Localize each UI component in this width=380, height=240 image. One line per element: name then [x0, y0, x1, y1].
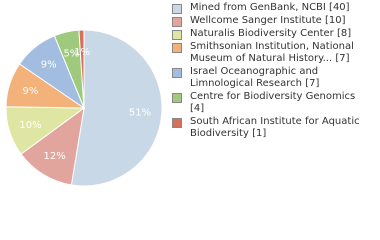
legend-swatch — [172, 118, 182, 128]
chart: 51% 12% 10% 9% 9% 5%1% — [5, 29, 163, 187]
legend-label: Centre for Biodiversity Genomics [4] — [190, 91, 356, 114]
legend-swatch — [172, 43, 182, 53]
legend-item: Centre for Biodiversity Genomics [4] — [172, 91, 372, 115]
legend-label: Israel Oceanographic and Limnological Re… — [190, 66, 320, 89]
legend-label: South African Institute for Aquatic Biod… — [190, 116, 360, 139]
legend-label: Mined from GenBank, NCBI [40] — [190, 2, 350, 13]
legend-label: Wellcome Sanger Institute [10] — [190, 15, 346, 26]
legend-item: Israel Oceanographic and Limnological Re… — [172, 66, 372, 90]
legend-swatch — [172, 68, 182, 78]
legend-item: Smithsonian Institution, National Museum… — [172, 41, 372, 65]
legend-label: Naturalis Biodiversity Center [8] — [190, 28, 352, 39]
slice-label: 51% — [129, 108, 151, 119]
legend-item: Naturalis Biodiversity Center [8] — [172, 28, 372, 40]
slice-label: 12% — [44, 151, 66, 162]
pie-slice — [78, 29, 85, 109]
pie-slice — [20, 106, 85, 186]
slice-label: 5% — [63, 48, 79, 59]
legend-item: South African Institute for Aquatic Biod… — [172, 116, 372, 140]
slice-label: 10% — [19, 120, 41, 131]
slice-label: 9% — [41, 59, 57, 70]
legend-label: Smithsonian Institution, National Museum… — [190, 41, 354, 64]
legend-item: Wellcome Sanger Institute [10] — [172, 15, 372, 27]
legend-swatch — [172, 93, 182, 103]
slice-label: 9% — [23, 86, 39, 97]
legend: Mined from GenBank, NCBI [40] Wellcome Sa… — [172, 2, 372, 141]
legend-item: Mined from GenBank, NCBI [40] — [172, 2, 372, 14]
legend-swatch — [172, 30, 182, 40]
legend-swatch — [172, 17, 182, 27]
pie-slice — [70, 29, 163, 187]
legend-swatch — [172, 4, 182, 14]
slice-label: 1% — [74, 47, 90, 58]
